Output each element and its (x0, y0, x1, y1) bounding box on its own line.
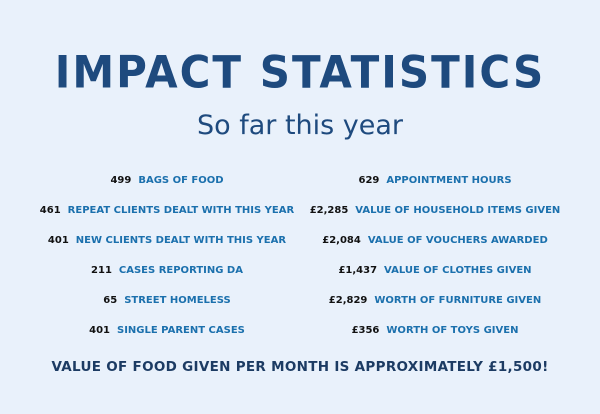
stat-number: 461 (39, 204, 61, 216)
stat-number: 401 (47, 234, 69, 246)
stat-label: BAGS OF FOOD (138, 174, 224, 186)
stat-row: £1,437 VALUE OF CLOTHES GIVEN (300, 255, 570, 285)
stat-label: STREET HOMELESS (124, 294, 231, 306)
stat-label: WORTH OF TOYS GIVEN (386, 324, 519, 336)
stat-label: SINGLE PARENT CASES (117, 324, 245, 336)
stat-number: 401 (89, 324, 110, 336)
stat-number: £356 (351, 324, 380, 336)
stat-label: CASES REPORTING DA (118, 264, 243, 276)
stat-number: 499 (110, 174, 132, 186)
title: IMPACT STATISTICS (54, 46, 546, 99)
subtitle: So far this year (196, 110, 404, 141)
stat-number: £2,084 (322, 234, 361, 246)
stat-row: 211 CASES REPORTING DA (22, 255, 312, 285)
stat-label: APPOINTMENT HOURS (386, 174, 512, 186)
stat-label: REPEAT CLIENTS DEALT WITH THIS YEAR (67, 204, 295, 216)
stat-number: £2,829 (328, 294, 368, 306)
footer: VALUE OF FOOD GIVEN PER MONTH IS APPROXI… (51, 359, 549, 375)
stat-row: 461 REPEAT CLIENTS DEALT WITH THIS YEAR (22, 195, 312, 225)
right-column: 629 APPOINTMENT HOURS £2,285 VALUE OF HOUSE… (300, 165, 570, 345)
stat-number: £1,437 (338, 264, 378, 276)
stat-label: VALUE OF VOUCHERS AWARDED (367, 234, 548, 246)
stat-row: £2,829 WORTH OF FURNITURE GIVEN (300, 285, 570, 315)
stat-label: VALUE OF CLOTHES GIVEN (384, 264, 532, 276)
stat-row: 401 SINGLE PARENT CASES (22, 315, 312, 345)
stat-row: 499 BAGS OF FOOD (22, 165, 312, 195)
stat-label: VALUE OF HOUSEHOLD ITEMS GIVEN (355, 204, 561, 216)
stat-row: £2,084 VALUE OF VOUCHERS AWARDED (300, 225, 570, 255)
stat-row: 629 APPOINTMENT HOURS (300, 165, 570, 195)
stat-row: £356 WORTH OF TOYS GIVEN (300, 315, 570, 345)
left-column: 499 BAGS OF FOOD 461 REPEAT CLIENTS DEALT W… (22, 165, 312, 345)
stat-row: 401 NEW CLIENTS DEALT WITH THIS YEAR (22, 225, 312, 255)
stat-number: 65 (103, 294, 118, 306)
stat-label: NEW CLIENTS DEALT WITH THIS YEAR (75, 234, 287, 246)
stat-number: 211 (91, 264, 112, 276)
stat-number: 629 (358, 174, 380, 186)
stat-row: 65 STREET HOMELESS (22, 285, 312, 315)
stat-label: WORTH OF FURNITURE GIVEN (374, 294, 542, 306)
stat-row: £2,285 VALUE OF HOUSEHOLD ITEMS GIVEN (300, 195, 570, 225)
stat-number: £2,285 (309, 204, 349, 216)
